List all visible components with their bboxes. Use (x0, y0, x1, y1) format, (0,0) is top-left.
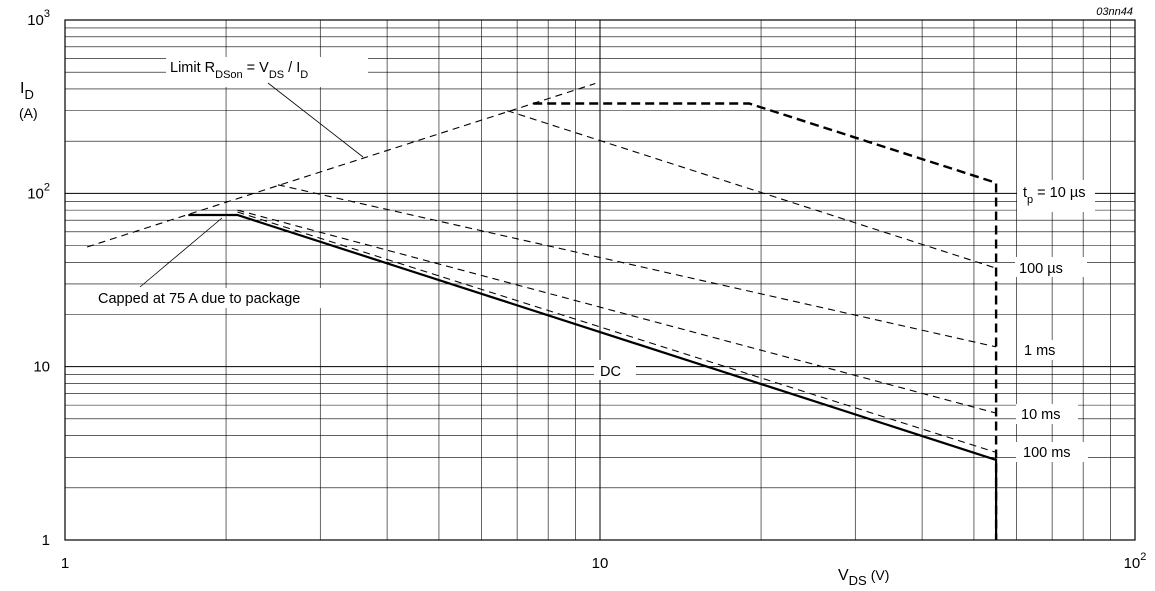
t1ms-label: 1 ms (1024, 343, 1055, 359)
tp10-label-bg (1017, 180, 1095, 212)
x-tick-label: 102 (1124, 551, 1147, 572)
curves (86, 82, 998, 540)
t100ms-label: 100 ms (1023, 445, 1071, 461)
series-10-ms-line (237, 209, 997, 414)
grid (65, 20, 1135, 540)
x-tick-label: 1 (61, 555, 69, 572)
series-1-ms-line (277, 184, 997, 348)
y-axis-unit: (A) (19, 105, 38, 121)
t100ms-label-bg (1016, 442, 1088, 462)
tick-labels: 1 10 102 1 10 102 103 (27, 8, 1146, 572)
t10ms-label-bg (1016, 404, 1078, 424)
y-tick-label: 1 (42, 532, 50, 549)
figure-code: 03nn44 (1096, 6, 1133, 18)
series-100-s-line (506, 110, 997, 269)
y-axis-title: ID (20, 80, 34, 102)
x-axis-title: VDS (V) (838, 567, 889, 588)
series-limit-rdson-vds-id-line (86, 82, 596, 248)
series-dc-line (188, 213, 998, 540)
tp10-label: tp = 10 µs (1023, 185, 1085, 206)
capped-label-bg (95, 288, 357, 308)
capped-label: Capped at 75 A due to package (98, 291, 300, 307)
x-tick-label: 10 (592, 555, 609, 572)
t10ms-label: 10 ms (1021, 407, 1061, 423)
t100us-label-bg (1015, 257, 1087, 277)
t100us-label: 100 µs (1019, 261, 1063, 277)
dc-label-bg (594, 360, 636, 380)
limit-leader-line (267, 82, 364, 158)
series-100-ms-line (237, 211, 997, 453)
dc-label: DC (600, 364, 621, 380)
limit-label: Limit RDSon = VDS / ID (170, 60, 308, 81)
y-tick-label: 103 (27, 8, 50, 29)
t1ms-label-bg (1020, 340, 1072, 360)
limit-label-bg (166, 57, 368, 87)
y-tick-label: 10 (33, 359, 50, 376)
series-tp-10-s-line (533, 102, 998, 540)
plot-frame (64, 19, 1136, 541)
capped-leader-line (139, 217, 223, 288)
y-tick-label: 102 (27, 181, 50, 202)
